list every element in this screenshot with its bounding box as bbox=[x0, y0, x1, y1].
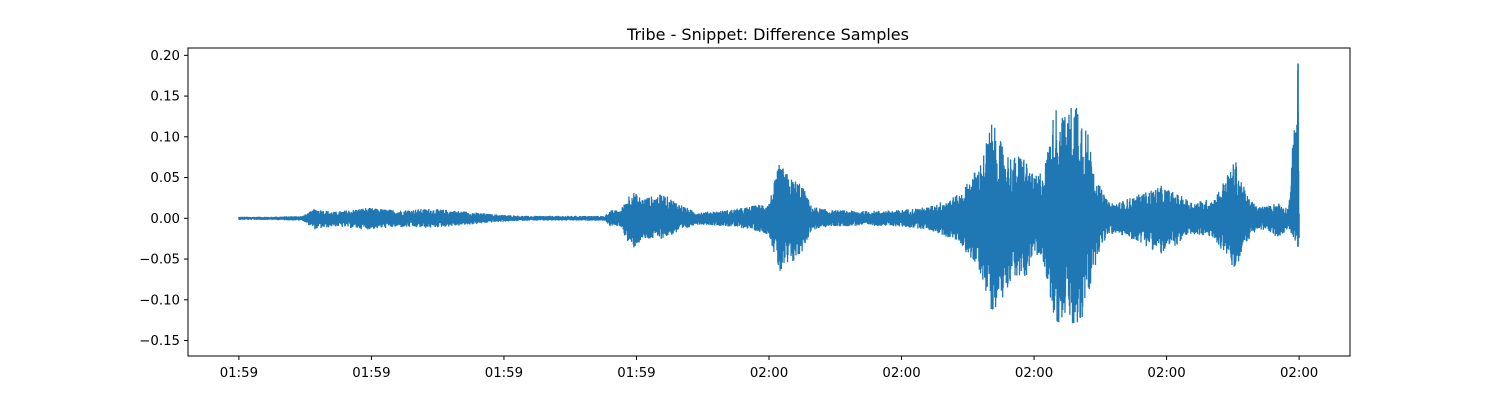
waveform-series-line bbox=[238, 70, 1300, 324]
y-tick-label: 0.15 bbox=[150, 90, 180, 105]
x-tick-label: 01:59 bbox=[485, 366, 523, 381]
plot-area bbox=[238, 63, 1300, 324]
y-tick-label: 0.20 bbox=[150, 49, 180, 64]
y-tick-label: −0.05 bbox=[139, 253, 180, 268]
y-tick-label: −0.15 bbox=[139, 334, 180, 349]
x-tick-label: 02:00 bbox=[882, 366, 920, 381]
x-axis: 01:59 01:59 01:59 01:59 02:00 02:00 02:00 02:00… bbox=[220, 356, 1318, 381]
y-tick-label: 0.05 bbox=[150, 171, 180, 186]
y-tick-label: 0.00 bbox=[150, 212, 180, 227]
x-tick-label: 01:59 bbox=[617, 366, 655, 381]
x-tick-label: 02:00 bbox=[1147, 366, 1185, 381]
x-tick-label: 02:00 bbox=[1280, 366, 1318, 381]
x-tick-label: 01:59 bbox=[220, 366, 258, 381]
x-tick-label: 02:00 bbox=[750, 366, 788, 381]
x-tick-label: 01:59 bbox=[352, 366, 390, 381]
y-axis: −0.15 −0.10 −0.05 0.00 0.05 0.10 0.15 0.20 bbox=[139, 49, 188, 349]
y-tick-label: −0.10 bbox=[139, 293, 180, 308]
y-tick-label: 0.10 bbox=[150, 130, 180, 145]
chart-title: Tribe - Snippet: Difference Samples bbox=[626, 25, 909, 44]
x-tick-label: 02:00 bbox=[1015, 366, 1053, 381]
